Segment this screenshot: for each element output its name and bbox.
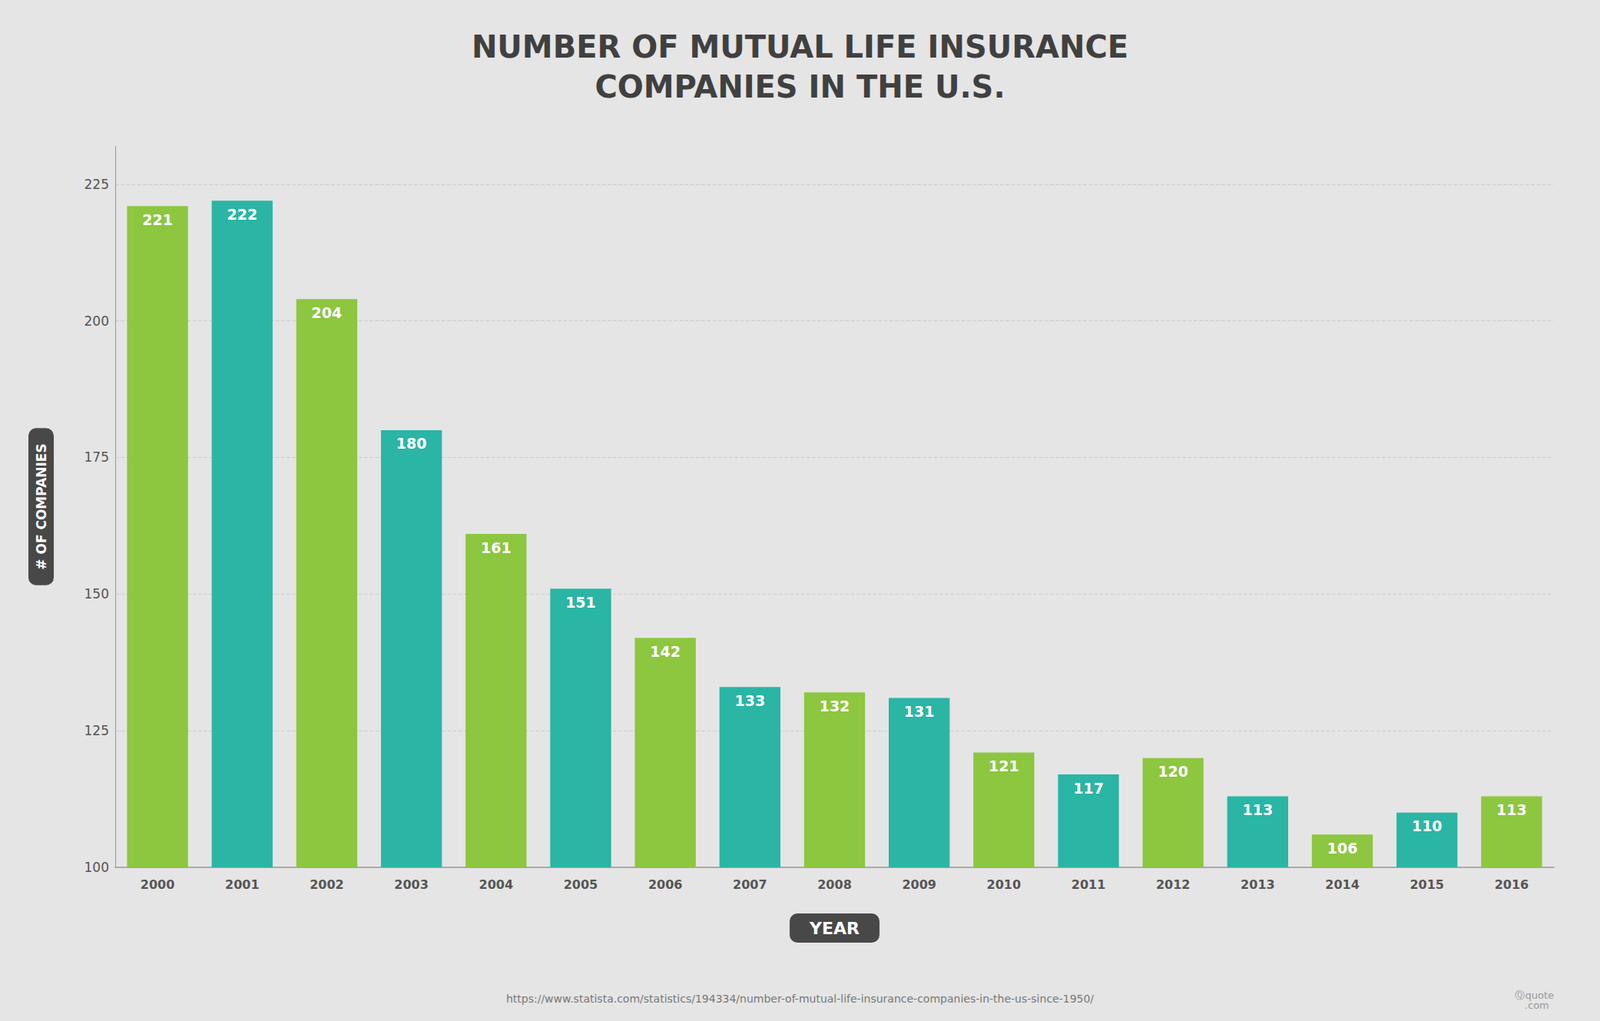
svg-text:204: 204 [311,304,343,322]
svg-text:106: 106 [1327,839,1359,857]
svg-text:133: 133 [734,692,766,709]
svg-text:110: 110 [1411,817,1443,835]
svg-text:COMPANIES IN THE U.S.: COMPANIES IN THE U.S. [594,69,1005,105]
svg-text:161: 161 [480,539,512,557]
svg-text:2006: 2006 [648,877,683,892]
svg-text:142: 142 [649,642,681,660]
svg-text:200: 200 [84,313,110,329]
svg-text:https://www.statista.com/stati: https://www.statista.com/statistics/1943… [506,992,1094,1005]
svg-text:2015: 2015 [1409,877,1445,892]
svg-text:2003: 2003 [394,877,429,892]
svg-text:100: 100 [84,859,110,875]
svg-text:132: 132 [819,697,851,715]
svg-text:2007: 2007 [732,877,768,892]
svg-text:225: 225 [84,176,110,193]
svg-text:2013: 2013 [1240,877,1276,892]
svg-text:175: 175 [84,449,110,465]
svg-text:121: 121 [988,757,1020,775]
svg-text:.com: .com [1514,999,1549,1011]
svg-text:131: 131 [904,702,935,720]
svg-text:125: 125 [84,722,110,739]
svg-text:Ⓠquote: Ⓠquote [1515,989,1554,1001]
svg-text:180: 180 [396,434,428,452]
svg-text:# OF COMPANIES: # OF COMPANIES [33,443,50,570]
svg-text:2002: 2002 [309,877,345,892]
svg-text:NUMBER OF MUTUAL LIFE INSURANC: NUMBER OF MUTUAL LIFE INSURANCE [471,29,1129,65]
svg-text:113: 113 [1242,801,1274,819]
svg-text:2005: 2005 [563,877,599,892]
svg-text:2004: 2004 [479,877,514,892]
svg-text:2012: 2012 [1156,877,1191,892]
svg-text:120: 120 [1157,762,1189,780]
svg-text:2014: 2014 [1325,877,1360,892]
svg-text:2016: 2016 [1494,877,1530,892]
svg-text:2009: 2009 [901,877,937,892]
svg-text:221: 221 [142,211,173,229]
svg-text:2010: 2010 [987,877,1022,892]
svg-text:2001: 2001 [225,877,260,892]
svg-text:YEAR: YEAR [808,918,860,938]
svg-text:2008: 2008 [817,877,852,892]
svg-text:150: 150 [84,586,110,602]
svg-text:2011: 2011 [1071,877,1107,892]
svg-text:2000: 2000 [140,877,176,892]
svg-text:151: 151 [565,593,597,611]
svg-text:113: 113 [1496,801,1528,819]
svg-text:222: 222 [226,205,258,223]
svg-text:117: 117 [1073,779,1104,797]
